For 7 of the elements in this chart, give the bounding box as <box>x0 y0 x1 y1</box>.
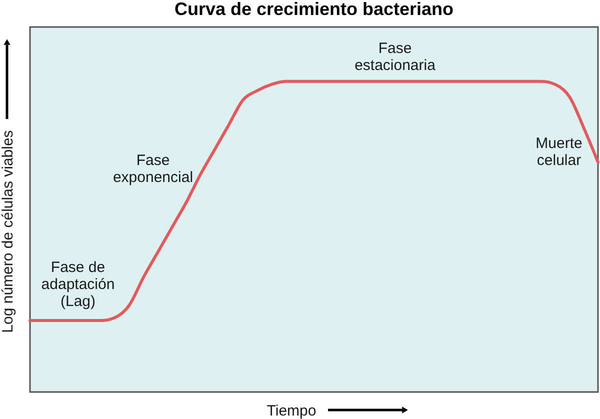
annotation: Muerte celular <box>536 135 582 169</box>
annotation: Fase de adaptación (Lag) <box>41 259 115 310</box>
text: Fase estacionaria <box>354 40 436 74</box>
chart-title: Curva de crecimiento bacteriano <box>174 0 454 19</box>
x-axis-title: Tiempo <box>266 402 316 419</box>
y-axis-title: Log número de células viables <box>0 130 16 333</box>
annotation: Fase exponencial <box>112 152 194 186</box>
